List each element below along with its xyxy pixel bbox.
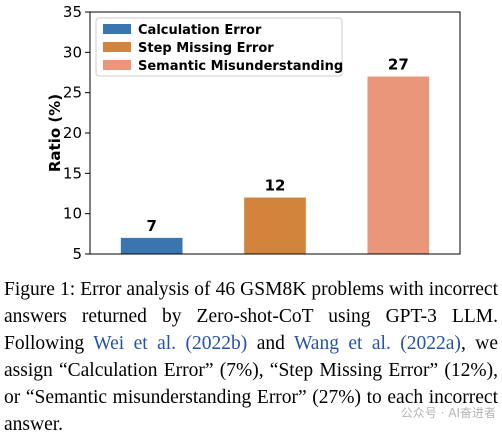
data-labels: 7 12 27: [146, 56, 408, 235]
legend-label-3: Semantic Misunderstanding: [138, 59, 343, 74]
watermark: 公众号 · AI奋进者: [400, 406, 496, 420]
data-label-1: 7: [146, 217, 156, 235]
y-tick-label: 20: [63, 124, 82, 142]
legend-swatch-2: [103, 42, 131, 52]
plot-frame: [89, 11, 461, 255]
caption-suffix: , we assign “Calculation Error” (7%), “S…: [4, 333, 498, 435]
legend-label-1: Calculation Error: [138, 23, 262, 38]
bar-3: [367, 76, 430, 255]
y-axis-label: Ratio (%): [46, 94, 64, 172]
data-label-3: 27: [388, 56, 409, 74]
legend-label-2: Step Missing Error: [138, 41, 274, 56]
y-tick-label: 25: [63, 84, 82, 102]
bars: [120, 76, 430, 255]
y-axis-ticks: 5 10 15 20 25 30 35: [63, 3, 90, 263]
bar-2: [244, 197, 306, 254]
bar-1: [120, 237, 183, 254]
legend-swatch-3: [103, 60, 131, 70]
data-label-2: 12: [265, 177, 286, 195]
citation-wang[interactable]: Wang et al. (2022a): [293, 333, 461, 354]
figure-caption: Figure 1: Error analysis of 46 GSM8K pro…: [4, 276, 498, 438]
y-tick-label: 5: [72, 245, 82, 263]
y-tick-label: 35: [63, 3, 82, 21]
legend-box: [95, 17, 343, 77]
citation-wei[interactable]: Wei et al. (2022b): [93, 333, 248, 354]
legend: Calculation Error Step Missing Error Seman…: [95, 17, 343, 77]
y-tick-label: 15: [63, 164, 82, 182]
y-tick-label: 30: [63, 43, 82, 61]
bar-chart: Ratio (%) 5 10 15 20 25 30 35 7 12 27 Calculatio…: [46, 3, 461, 263]
legend-swatch-1: [103, 24, 131, 34]
caption-mid: and: [247, 333, 294, 354]
y-tick-label: 10: [63, 205, 82, 223]
caption-prefix: Figure 1: Error analysis of 46 GSM8K pro…: [4, 279, 498, 354]
